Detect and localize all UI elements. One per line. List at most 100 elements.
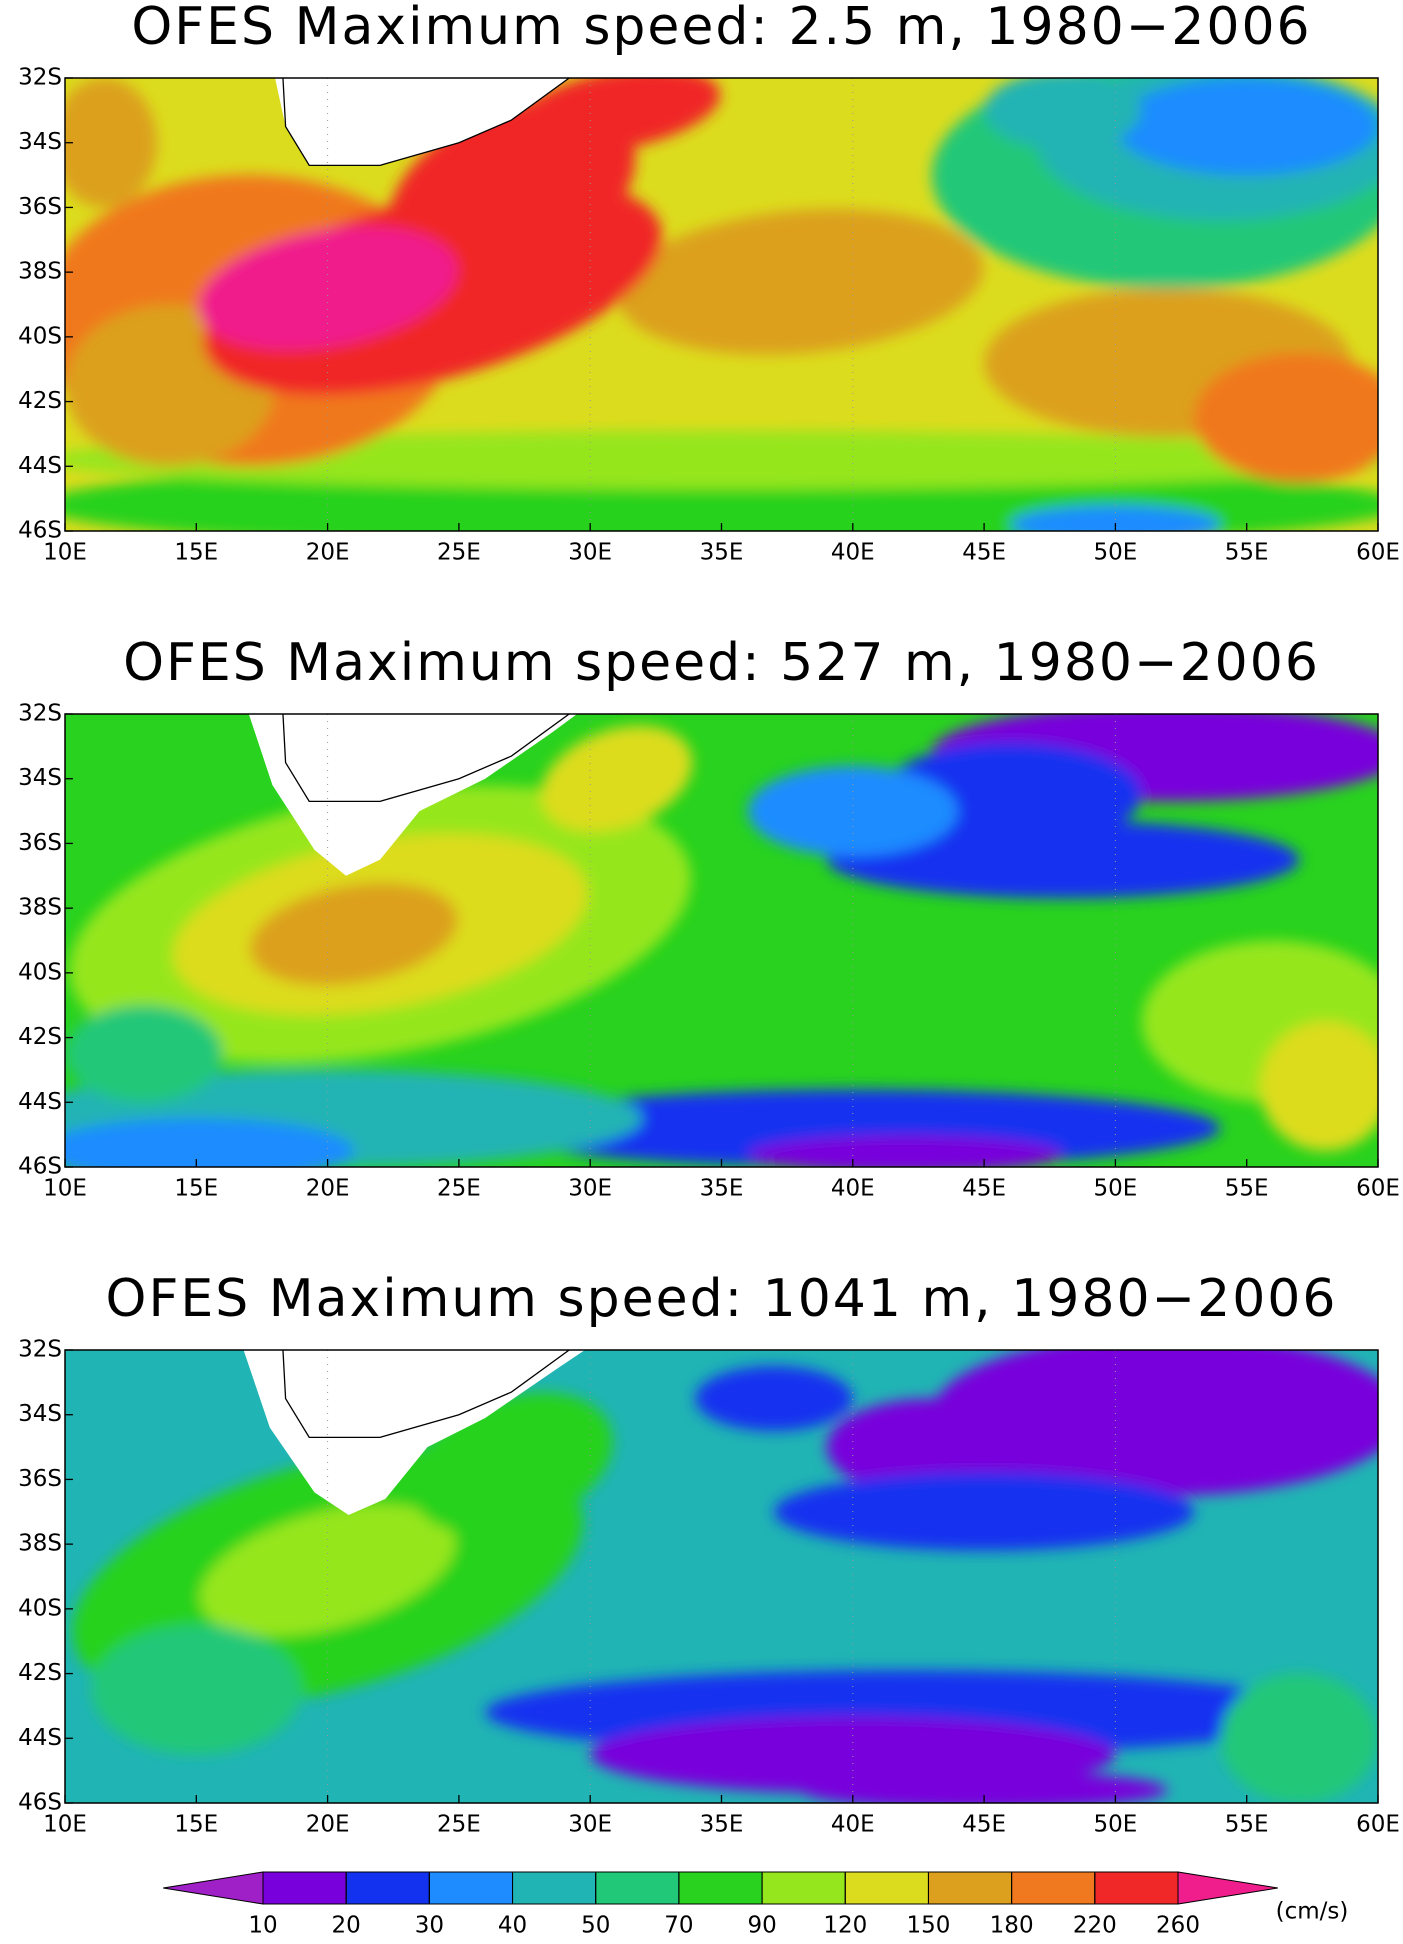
panel-title: OFES Maximum speed: 1041 m, 1980−2006 xyxy=(106,1269,1338,1329)
field-blob xyxy=(931,1350,1378,1496)
colorbar-box xyxy=(595,1871,680,1905)
colorbar-label: 70 xyxy=(664,1913,693,1939)
field-blob xyxy=(65,430,1378,489)
y-tick-label: 32S xyxy=(18,1337,62,1363)
x-tick-label: 25E xyxy=(437,1812,481,1838)
field-blob xyxy=(695,1366,853,1431)
colorbar-label: 30 xyxy=(415,1913,444,1939)
colorbar-label: 260 xyxy=(1156,1913,1200,1939)
colorbar-box xyxy=(1011,1871,1096,1905)
y-tick-label: 32S xyxy=(18,701,62,727)
field-blob xyxy=(65,1005,223,1103)
x-tick-label: 10E xyxy=(43,1176,87,1202)
y-tick-label: 36S xyxy=(18,194,62,220)
x-tick-label: 25E xyxy=(437,540,481,566)
colorbar-box xyxy=(1094,1871,1179,1905)
colorbar-label: 50 xyxy=(581,1913,610,1939)
x-tick-label: 50E xyxy=(1093,540,1137,566)
x-tick-label: 15E xyxy=(174,540,218,566)
x-tick-label: 40E xyxy=(831,1812,875,1838)
coastline xyxy=(282,714,570,803)
x-tick-label: 15E xyxy=(174,1812,218,1838)
y-tick-label: 42S xyxy=(18,1024,62,1050)
x-tick-label: 45E xyxy=(962,540,1006,566)
field-blob xyxy=(984,78,1142,150)
colorbar-triangle xyxy=(1177,1871,1278,1905)
colorbar-box xyxy=(428,1871,514,1905)
field-blob xyxy=(617,209,984,355)
x-tick-label: 55E xyxy=(1225,1812,1269,1838)
y-tick-label: 46S xyxy=(18,1790,62,1816)
x-tick-label: 45E xyxy=(962,1176,1006,1202)
y-tick-label: 38S xyxy=(18,895,62,921)
field-blob xyxy=(65,1118,354,1167)
x-tick-label: 60E xyxy=(1356,540,1400,566)
x-tick-label: 35E xyxy=(700,1176,744,1202)
colorbar-box xyxy=(345,1871,430,1905)
y-tick-label: 46S xyxy=(18,518,62,544)
colorbar-label: 220 xyxy=(1073,1913,1117,1939)
field-blob xyxy=(1259,1021,1378,1151)
x-tick-label: 10E xyxy=(43,1812,87,1838)
colorbar-box xyxy=(844,1871,929,1905)
colorbar-triangle xyxy=(163,1871,264,1905)
colorbar-label: 180 xyxy=(990,1913,1034,1939)
y-tick-label: 36S xyxy=(18,1466,62,1492)
y-tick-label: 44S xyxy=(18,1089,62,1115)
x-tick-label: 55E xyxy=(1225,540,1269,566)
x-tick-label: 50E xyxy=(1093,1176,1137,1202)
x-tick-label: 55E xyxy=(1225,1176,1269,1202)
colorbar-box xyxy=(761,1871,846,1905)
x-tick-label: 30E xyxy=(568,1812,612,1838)
speed-field xyxy=(65,714,1378,1167)
field-blob xyxy=(65,78,157,208)
field-blob xyxy=(826,1398,1037,1496)
field-blobs xyxy=(65,78,1378,531)
coastline xyxy=(282,1350,570,1439)
colorbar-label: 90 xyxy=(747,1913,776,1939)
field-blob xyxy=(747,765,958,857)
speed-field xyxy=(65,78,1378,531)
y-tick-label: 34S xyxy=(18,129,62,155)
x-tick-label: 30E xyxy=(568,1176,612,1202)
y-tick-label: 42S xyxy=(18,388,62,414)
x-tick-label: 40E xyxy=(831,1176,875,1202)
x-tick-label: 20E xyxy=(306,1812,350,1838)
colorbar-label: 120 xyxy=(823,1913,867,1939)
x-tick-label: 60E xyxy=(1356,1812,1400,1838)
x-tick-label: 40E xyxy=(831,540,875,566)
colorbar-unit: (cm/s) xyxy=(1276,1899,1349,1925)
field-blobs xyxy=(72,1350,1378,1803)
x-tick-label: 10E xyxy=(43,540,87,566)
x-tick-label: 25E xyxy=(437,1176,481,1202)
field-blob xyxy=(826,820,1300,899)
colorbar-box xyxy=(678,1871,763,1905)
panel-title: OFES Maximum speed: 2.5 m, 1980−2006 xyxy=(131,0,1311,57)
x-tick-label: 45E xyxy=(962,1812,1006,1838)
y-tick-label: 38S xyxy=(18,1531,62,1557)
coastline xyxy=(282,78,570,167)
speed-field xyxy=(65,1350,1378,1803)
land xyxy=(243,1350,585,1516)
y-tick-label: 38S xyxy=(18,259,62,285)
x-tick-label: 20E xyxy=(306,1176,350,1202)
field-blob xyxy=(512,78,721,153)
y-tick-label: 44S xyxy=(18,1725,62,1751)
y-tick-label: 46S xyxy=(18,1154,62,1180)
colorbar-label: 20 xyxy=(332,1913,361,1939)
field-blob xyxy=(800,1770,1168,1803)
x-tick-label: 50E xyxy=(1093,1812,1137,1838)
colorbar-label: 10 xyxy=(248,1913,277,1939)
land xyxy=(275,78,570,166)
land xyxy=(248,714,578,876)
field-blob xyxy=(199,1504,456,1636)
y-tick-label: 34S xyxy=(18,765,62,791)
colorbar-box xyxy=(927,1871,1013,1905)
field-blob xyxy=(1194,352,1378,483)
field-blob xyxy=(540,725,693,832)
y-tick-label: 44S xyxy=(18,453,62,479)
colorbar-box xyxy=(262,1871,347,1905)
y-tick-label: 40S xyxy=(18,323,62,349)
x-tick-label: 30E xyxy=(568,540,612,566)
